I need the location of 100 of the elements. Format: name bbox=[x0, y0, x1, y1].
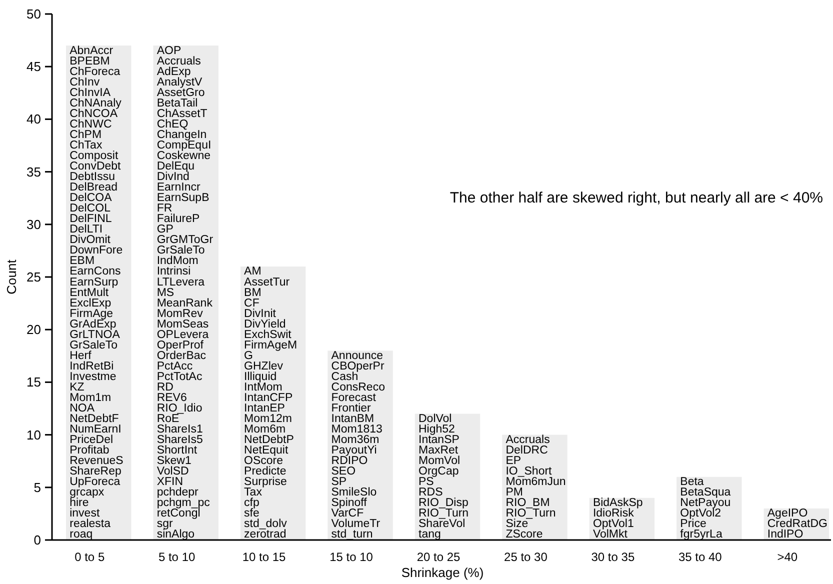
annotation: fgr5yrLa bbox=[680, 528, 723, 541]
annotation: RIO_Idio bbox=[156, 402, 202, 414]
annotation: Mom1813 bbox=[331, 424, 382, 436]
annotation: NetPayou bbox=[680, 497, 731, 510]
annotation: XFIN bbox=[156, 476, 184, 488]
annotation: Accruals bbox=[506, 434, 550, 446]
annotation: NetEquit bbox=[244, 444, 289, 457]
annotation: GP bbox=[156, 224, 174, 236]
annotation: std_dolv bbox=[244, 518, 288, 530]
annotation: GrSaleTo bbox=[70, 339, 118, 352]
annotation: DivYield bbox=[244, 318, 286, 330]
annotation: MomVol bbox=[418, 455, 460, 468]
x-tick-label: 35 to 40 bbox=[678, 550, 722, 564]
annotation: EarnSurp bbox=[70, 276, 118, 288]
annotation: Mom1m bbox=[70, 392, 112, 404]
y-tick-label: 30 bbox=[26, 216, 41, 232]
annotation: ChInv bbox=[70, 76, 100, 88]
annotation: CompEquI bbox=[156, 140, 212, 152]
annotation: OrderBac bbox=[156, 350, 206, 362]
annotation: IdioRisk bbox=[592, 508, 634, 520]
annotation: ExclExp bbox=[70, 297, 112, 310]
annotation: OrgCap bbox=[418, 466, 459, 478]
annotation: DelBread bbox=[70, 182, 118, 194]
annotation: Coskewne bbox=[156, 150, 211, 162]
annotation: UpForeca bbox=[70, 476, 121, 488]
annotation: MS bbox=[156, 286, 174, 299]
annotation: DelCOA bbox=[70, 192, 112, 204]
annotation: RoE bbox=[156, 413, 180, 426]
annotation: EarnIncr bbox=[156, 182, 200, 194]
annotation: DelCOL bbox=[70, 202, 112, 215]
annotation: FirmAgeM bbox=[244, 339, 298, 352]
annotation: RIO_Disp bbox=[418, 497, 468, 510]
annotation: IndRetBi bbox=[70, 360, 114, 372]
annotation: Predicte bbox=[244, 466, 286, 478]
annotation: NetDebtF bbox=[70, 413, 119, 426]
annotation: RD bbox=[156, 381, 174, 394]
annotation: sgr bbox=[156, 518, 173, 530]
annotation: realesta bbox=[70, 518, 112, 530]
annotation: VarCF bbox=[331, 508, 364, 520]
annotation: ChNCOA bbox=[70, 108, 118, 120]
annotation: DolVol bbox=[418, 413, 452, 426]
y-tick-label: 5 bbox=[34, 480, 41, 495]
annotation: ChNWC bbox=[70, 118, 112, 130]
annotation: invest bbox=[70, 508, 100, 520]
annotation: PM bbox=[506, 486, 523, 499]
annotation: tang bbox=[418, 528, 441, 541]
annotation: ShareVol bbox=[418, 518, 466, 530]
annotation: AssetGro bbox=[156, 86, 205, 99]
annotation: DelEqu bbox=[156, 160, 195, 173]
annotation: ShareIs1 bbox=[156, 424, 203, 436]
annotation: SEO bbox=[331, 466, 356, 478]
annotation: DebtIssu bbox=[70, 171, 115, 184]
annotation: GrGMToGr bbox=[156, 234, 214, 246]
annotation: std_turn bbox=[331, 528, 373, 541]
annotation: Beta bbox=[680, 476, 704, 488]
annotation: cfp bbox=[244, 497, 260, 510]
annotation: High52 bbox=[418, 424, 455, 436]
annotation: IndMom bbox=[156, 255, 198, 268]
annotation: Herf bbox=[70, 350, 92, 362]
annotation: BetaSqua bbox=[680, 486, 732, 499]
annotation: DownFore bbox=[70, 244, 123, 257]
annotation: GrAdExp bbox=[70, 318, 116, 330]
annotation: Size bbox=[506, 518, 528, 530]
annotation: ShortInt bbox=[156, 444, 198, 457]
annotation: PctAcc bbox=[156, 360, 193, 372]
annotation: MeanRank bbox=[156, 297, 213, 310]
annotation: Mom6mJun bbox=[506, 476, 566, 488]
annotation: AgeIPO bbox=[767, 508, 808, 520]
annotation: CF bbox=[244, 297, 260, 310]
annotation: PS bbox=[418, 476, 434, 488]
annotation: RDIPO bbox=[331, 455, 368, 468]
y-tick-label: 45 bbox=[26, 59, 41, 74]
x-tick-label: 20 to 25 bbox=[416, 550, 461, 564]
annotation: BetaTail bbox=[156, 97, 198, 110]
annotation: PctTotAc bbox=[156, 370, 202, 383]
annotation: RIO_Turn bbox=[506, 508, 556, 520]
annotation: pchgm_pc bbox=[156, 497, 210, 510]
annotation: CredRatDG bbox=[767, 518, 828, 530]
annotation: ExchSwit bbox=[244, 328, 292, 341]
annotation: ChPM bbox=[70, 128, 102, 141]
annotation: NOA bbox=[70, 402, 95, 414]
annotation: BidAskSp bbox=[592, 497, 643, 510]
annotation: DelDRC bbox=[506, 444, 548, 457]
annotation: ChNAnaly bbox=[70, 97, 122, 110]
annotation: Accruals bbox=[156, 55, 202, 68]
annotation: IndIPO bbox=[767, 528, 804, 541]
annotation: ChInvIA bbox=[70, 86, 111, 99]
annotation: AbnAccr bbox=[70, 44, 114, 57]
annotation: BM bbox=[244, 286, 262, 299]
annotation: RIO_Turn bbox=[418, 508, 469, 520]
annotation: Frontier bbox=[331, 402, 372, 414]
annotation: NetDebtP bbox=[244, 434, 294, 446]
annotation: Profitab bbox=[70, 444, 110, 457]
annotation: MomRev bbox=[156, 308, 204, 320]
annotation: Surprise bbox=[244, 476, 287, 488]
annotation: Composit bbox=[70, 150, 119, 162]
annotation: AOP bbox=[156, 44, 182, 57]
annotation: zerotrad bbox=[244, 528, 286, 541]
annotation: NumEarnI bbox=[70, 424, 122, 436]
annotation: Cash bbox=[331, 370, 358, 383]
